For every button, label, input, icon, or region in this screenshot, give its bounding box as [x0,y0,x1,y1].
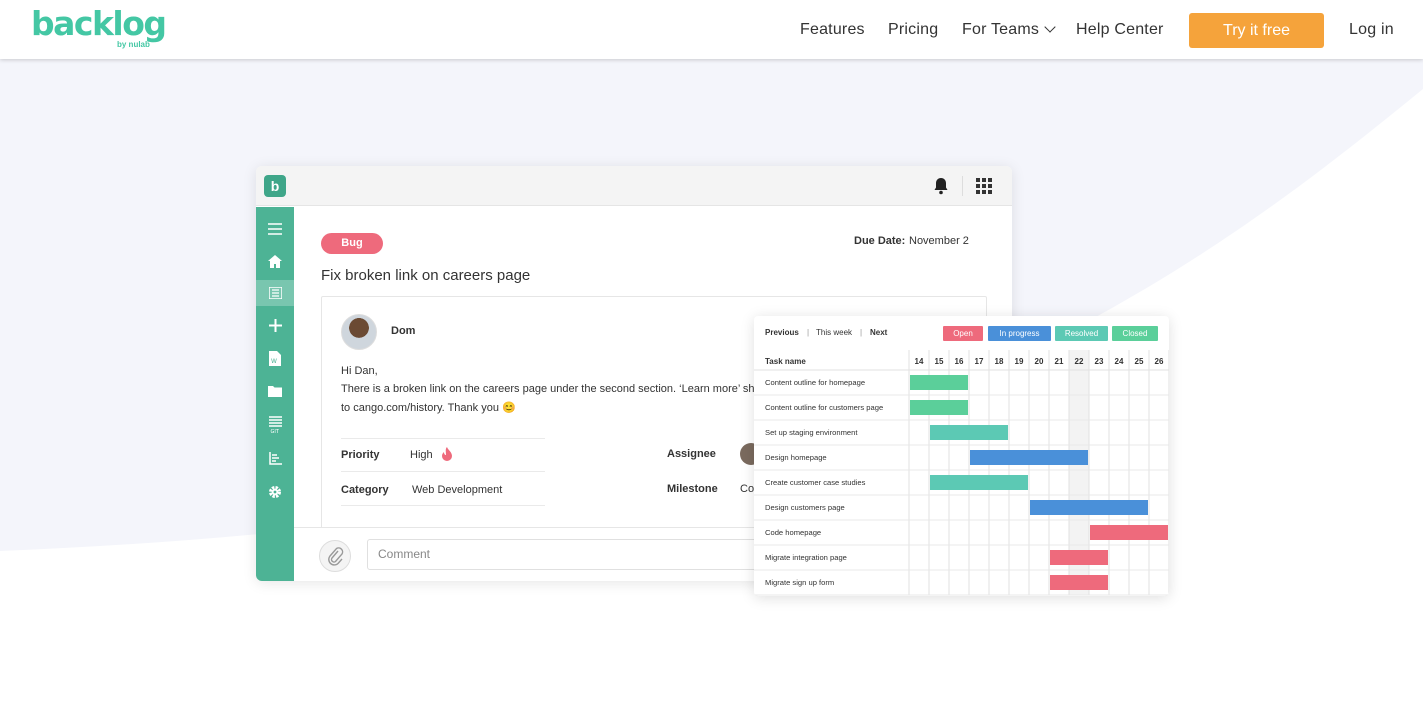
due-date-value: November 2 [909,235,969,247]
task-name: Design homepage [765,453,827,462]
day-label: 21 [1055,357,1064,366]
day-label: 18 [995,357,1004,366]
task-bar [1030,500,1148,515]
top-navbar: backlog by nulab Features Pricing For Te… [0,0,1423,59]
day-label: 26 [1155,357,1164,366]
task-bar [970,450,1088,465]
home-icon[interactable] [256,248,294,274]
category-label: Category [341,484,389,496]
task-name: Design customers page [765,503,845,512]
apps-grid-icon[interactable] [976,178,992,194]
logo-sub: by nulab [117,40,150,49]
task-bar [930,425,1008,440]
git-icon[interactable]: GIT [256,412,294,438]
day-label: 19 [1015,357,1024,366]
priority-value: High [410,449,433,461]
legend-closed: Closed [1112,326,1158,341]
wiki-icon[interactable]: W [256,345,294,371]
task-name: Content outline for customers page [765,403,883,412]
nav-link-help-center[interactable]: Help Center [1076,21,1164,38]
gantt-chart: Previous | This week | Next Open In prog… [754,316,1169,596]
day-label: 23 [1095,357,1104,366]
bug-badge: Bug [321,233,383,254]
task-name: Migrate sign up form [765,578,834,587]
task-name: Code homepage [765,528,821,537]
issue-title: Fix broken link on careers page [321,267,531,284]
files-icon[interactable] [256,378,294,404]
task-bar [1050,550,1108,565]
task-bar [910,375,968,390]
menu-icon[interactable] [256,216,294,242]
divider [341,471,545,472]
task-name: Content outline for homepage [765,378,865,387]
gantt-separator: | [807,328,810,337]
task-name: Migrate integration page [765,553,847,562]
backlog-logo[interactable]: backlog by nulab [31,4,171,52]
svg-text:W: W [271,358,277,365]
gantt-grid: Task name 14 15 16 17 18 19 20 21 22 23 24 25 26 Conte… [754,350,1169,596]
paperclip-icon[interactable] [319,540,351,572]
gantt-separator: | [860,328,863,337]
try-it-free-button[interactable]: Try it free [1189,13,1324,48]
add-icon[interactable] [256,312,294,338]
assignee-label: Assignee [667,448,716,460]
app-logo-icon[interactable]: b [264,175,286,197]
gantt-previous[interactable]: Previous [765,328,799,337]
bell-icon[interactable] [933,177,949,195]
priority-label: Priority [341,449,380,461]
message-greeting: Hi Dan, [341,365,378,377]
settings-icon[interactable] [256,479,294,505]
day-label: 16 [955,357,964,366]
day-label: 20 [1035,357,1044,366]
comment-input[interactable]: Comment [367,539,787,570]
gantt-next[interactable]: Next [870,328,888,337]
nav-link-for-teams[interactable]: For Teams [962,21,1056,39]
logo-wordmark: backlog [31,4,167,43]
legend-open: Open [943,326,983,341]
author-name: Dom [391,325,416,337]
legend-in-progress: In progress [988,326,1051,341]
due-date-label: Due Date: [854,235,906,247]
message-line-1: There is a broken link on the careers pa… [341,383,776,395]
task-name-header: Task name [765,357,806,366]
weekend-column [1069,350,1089,595]
milestone-value: Co [740,483,755,495]
nav-link-features[interactable]: Features [800,21,865,38]
task-bar [1090,525,1168,540]
svg-text:GIT: GIT [270,429,279,434]
gantt-icon[interactable] [256,445,294,471]
milestone-label: Milestone [667,483,718,495]
task-bar [930,475,1028,490]
task-name: Set up staging environment [765,428,858,437]
day-label: 14 [915,357,924,366]
task-bar [910,400,968,415]
fire-icon [442,447,452,461]
login-link[interactable]: Log in [1349,21,1394,38]
category-value: Web Development [412,484,503,496]
divider [341,505,545,506]
nav-link-pricing[interactable]: Pricing [888,21,939,38]
app-sidebar: W GIT [256,207,294,581]
gantt-this-week[interactable]: This week [816,328,853,337]
task-name: Create customer case studies [765,478,866,487]
day-label: 24 [1115,357,1124,366]
issues-icon[interactable] [256,280,294,306]
for-teams-label: For Teams [962,21,1040,38]
task-bar [1050,575,1108,590]
day-label: 17 [975,357,984,366]
avatar [341,314,377,350]
chevron-down-icon [1044,21,1056,33]
day-label: 22 [1075,357,1084,366]
divider [341,438,545,439]
topbar-divider [962,176,963,196]
app-topbar: b [256,166,1012,206]
legend-resolved: Resolved [1055,326,1108,341]
message-line-2: to cango.com/history. Thank you 😊 [341,402,516,414]
day-label: 15 [935,357,944,366]
day-label: 25 [1135,357,1144,366]
